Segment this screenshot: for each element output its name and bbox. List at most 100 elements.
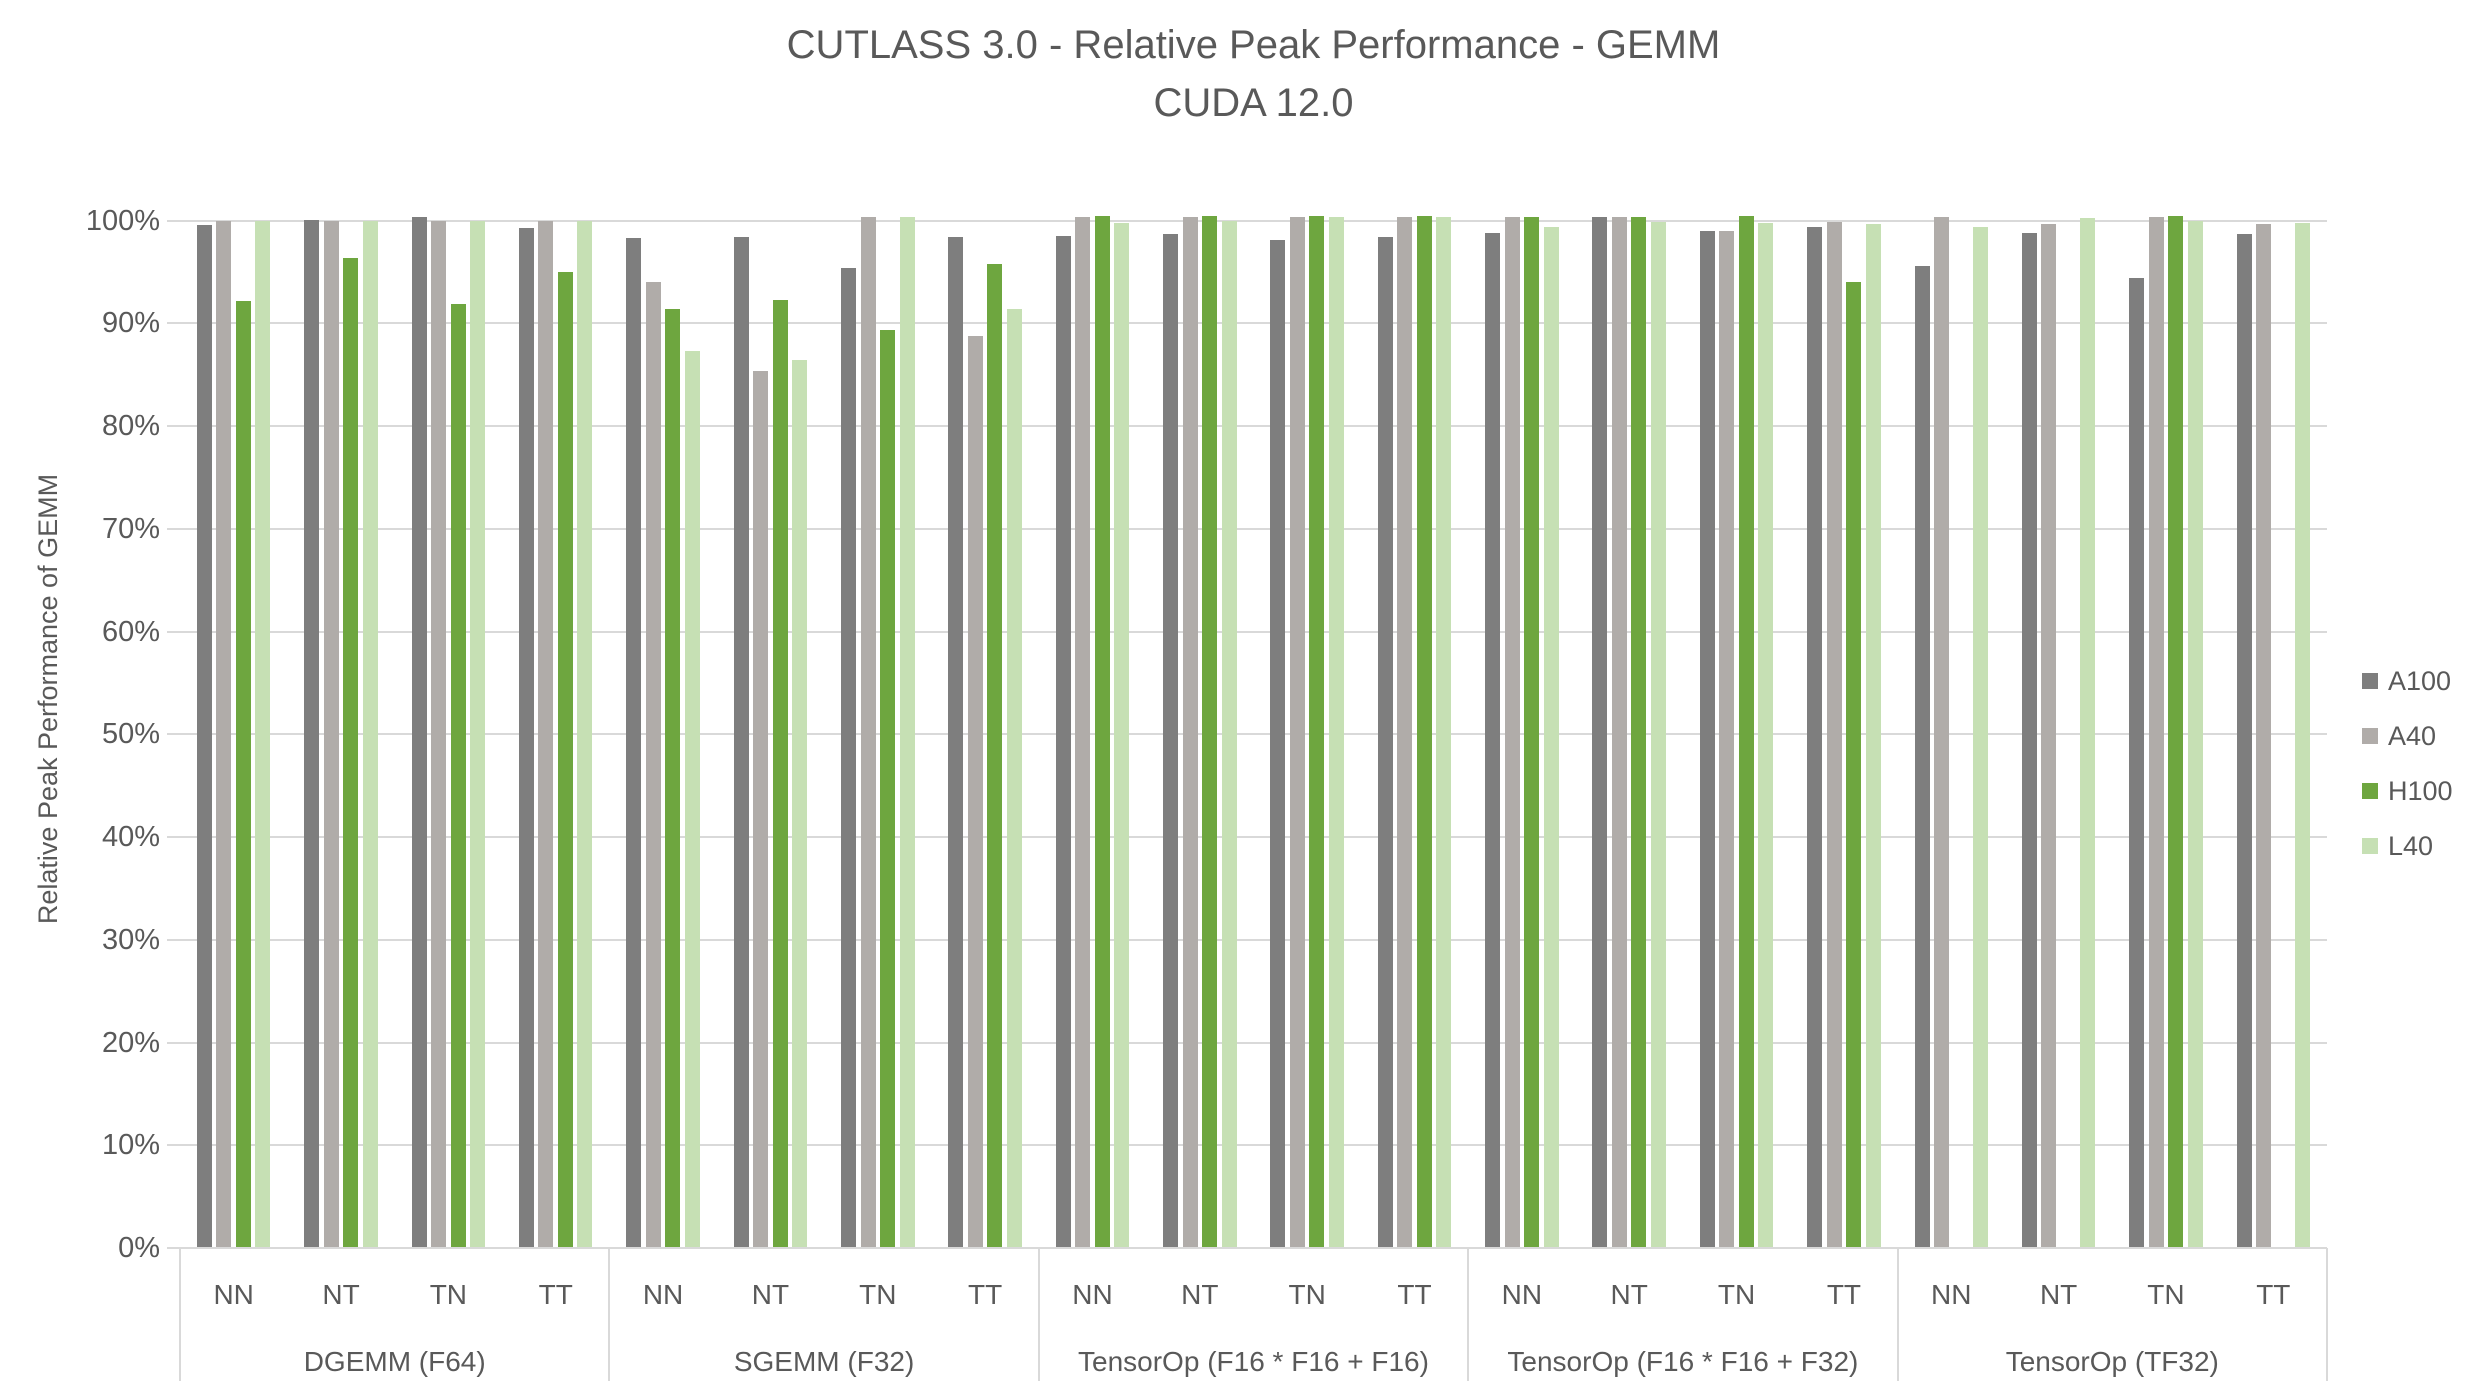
- bar-a40-sgemmf32-tn: [860, 216, 876, 1248]
- x-label-tn: TN: [429, 1279, 468, 1310]
- y-tickmark: [167, 322, 180, 325]
- bar-l40-sgemmf32-tn: [899, 216, 915, 1248]
- bar-a100-tensoropf16f16f32-nt: [1592, 216, 1608, 1248]
- bar-a40-tensoropf16f16f32-nn: [1504, 216, 1520, 1248]
- y-tickmark: [167, 938, 180, 941]
- y-tickmark: [167, 219, 180, 222]
- bar-a100-tensoropf16f16f32-tn: [1699, 230, 1715, 1248]
- y-tickmark: [167, 1041, 180, 1044]
- y-tickmark: [167, 836, 180, 839]
- bar-l40-dgemmf64-tt: [577, 220, 593, 1248]
- bar-l40-tensoropf16f16f16-tn: [1328, 216, 1344, 1248]
- group-divider: [2326, 1248, 2328, 1381]
- group-label: SGEMM (F32): [733, 1346, 915, 1377]
- legend-item-l40: L40: [2362, 831, 2433, 861]
- y-tick-label: 60%: [101, 615, 160, 648]
- gridline-20: [180, 1041, 2327, 1044]
- bar-a100-tensoroptf32-tn: [2129, 278, 2145, 1248]
- bar-h100-sgemmf32-tn: [880, 329, 896, 1248]
- legend-swatch-icon: [2362, 783, 2378, 799]
- gridline-40: [180, 836, 2327, 839]
- bar-a100-sgemmf32-nt: [733, 237, 749, 1248]
- bar-a40-tensoropf16f16f32-tn: [1719, 230, 1735, 1248]
- bar-h100-dgemmf64-nn: [235, 300, 251, 1248]
- chart-title-line1: CUTLASS 3.0 - Relative Peak Performance …: [786, 23, 1721, 67]
- bar-h100-sgemmf32-nt: [772, 299, 788, 1248]
- y-tick-label: 30%: [101, 923, 160, 956]
- y-tick-label: 80%: [101, 410, 160, 443]
- gridline-90: [180, 322, 2327, 325]
- legend-label: A40: [2388, 721, 2437, 751]
- bar-l40-sgemmf32-nn: [684, 351, 700, 1248]
- legend-swatch-icon: [2362, 673, 2378, 689]
- bar-l40-tensoropf16f16f32-nn: [1543, 226, 1559, 1248]
- y-tick-label: 90%: [101, 307, 160, 340]
- y-tick-label: 0%: [118, 1232, 160, 1264]
- bar-l40-tensoropf16f16f16-nt: [1221, 220, 1237, 1248]
- bar-h100-dgemmf64-nt: [343, 257, 359, 1248]
- y-tick-label: 40%: [101, 821, 160, 854]
- bar-a40-tensoropf16f16f16-nt: [1182, 216, 1198, 1248]
- bar-a40-sgemmf32-nt: [753, 370, 769, 1248]
- bar-h100-dgemmf64-tt: [557, 272, 573, 1248]
- bar-a40-tensoroptf32-tn: [2148, 216, 2164, 1248]
- bar-a100-tensoroptf32-nt: [2021, 233, 2037, 1248]
- bar-h100-tensoropf16f16f16-nn: [1094, 215, 1110, 1248]
- x-label-tt: TT: [1826, 1279, 1862, 1310]
- bar-h100-tensoroptf32-tn: [2168, 215, 2184, 1248]
- chart-title: CUTLASS 3.0 - Relative Peak Performance …: [180, 16, 2327, 132]
- bar-a100-tensoropf16f16f32-nn: [1485, 233, 1501, 1248]
- legend-item-a40: A40: [2362, 721, 2436, 751]
- bar-a40-tensoroptf32-nn: [1934, 216, 1950, 1248]
- gridline-70: [180, 527, 2327, 530]
- x-label-nn: NN: [213, 1279, 254, 1310]
- bar-h100-tensoropf16f16f32-tn: [1738, 215, 1754, 1248]
- x-label-nt: NT: [322, 1279, 360, 1310]
- bar-a100-sgemmf32-nn: [626, 238, 642, 1248]
- y-tick-label: 50%: [101, 718, 160, 751]
- bar-a100-tensoropf16f16f16-nn: [1055, 236, 1071, 1248]
- group-divider: [1037, 1248, 1040, 1381]
- x-label-tt: TT: [538, 1279, 573, 1310]
- legend-label: A100: [2388, 666, 2452, 696]
- group-divider: [1896, 1248, 1899, 1381]
- bar-a40-tensoroptf32-nt: [2041, 223, 2057, 1248]
- bar-h100-tensoropf16f16f16-nt: [1202, 215, 1218, 1248]
- y-tickmark: [167, 527, 180, 530]
- bar-a40-tensoropf16f16f16-nn: [1075, 216, 1091, 1248]
- gridline-80: [180, 425, 2327, 428]
- group-label: TensorOp (F16 * F16 + F16): [1078, 1346, 1429, 1377]
- group-label: TensorOp (F16 * F16 + F32): [1507, 1346, 1859, 1377]
- x-axis-line: [180, 1247, 2327, 1249]
- gridline-30: [180, 938, 2327, 941]
- bar-a40-dgemmf64-tn: [431, 220, 447, 1248]
- bar-a40-tensoropf16f16f32-tt: [1826, 221, 1842, 1248]
- bar-a100-sgemmf32-tt: [948, 237, 964, 1248]
- x-label-tn: TN: [1717, 1279, 1756, 1310]
- bar-h100-dgemmf64-tn: [450, 303, 466, 1248]
- bar-a40-sgemmf32-tt: [967, 335, 983, 1248]
- bar-l40-tensoropf16f16f32-nt: [1650, 221, 1666, 1248]
- x-label-tn: TN: [1288, 1279, 1326, 1310]
- x-label-nn: NN: [1931, 1279, 1972, 1310]
- x-label-nt: NT: [1610, 1279, 1648, 1310]
- legend-label: L40: [2388, 831, 2434, 861]
- bar-a100-tensoropf16f16f16-nt: [1163, 234, 1179, 1248]
- y-tickmark: [167, 425, 180, 428]
- bar-l40-dgemmf64-tn: [470, 220, 486, 1248]
- bar-a100-tensoroptf32-tt: [2236, 234, 2252, 1248]
- bar-a40-tensoropf16f16f32-nt: [1611, 216, 1627, 1248]
- bar-l40-tensoropf16f16f32-tt: [1865, 223, 1881, 1248]
- bar-a100-tensoroptf32-nn: [1914, 265, 1930, 1248]
- bar-l40-tensoroptf32-tn: [2187, 220, 2203, 1248]
- bar-h100-tensoropf16f16f32-nn: [1524, 216, 1540, 1248]
- bar-a100-dgemmf64-tt: [518, 227, 534, 1248]
- bar-l40-sgemmf32-tt: [1006, 309, 1022, 1248]
- y-tickmark: [167, 630, 180, 633]
- bar-a100-dgemmf64-tn: [411, 216, 427, 1248]
- x-label-tn: TN: [2147, 1279, 2185, 1310]
- bar-a40-tensoropf16f16f16-tt: [1397, 216, 1413, 1248]
- bar-a100-tensoropf16f16f16-tn: [1270, 240, 1286, 1248]
- legend-swatch-icon: [2362, 728, 2378, 744]
